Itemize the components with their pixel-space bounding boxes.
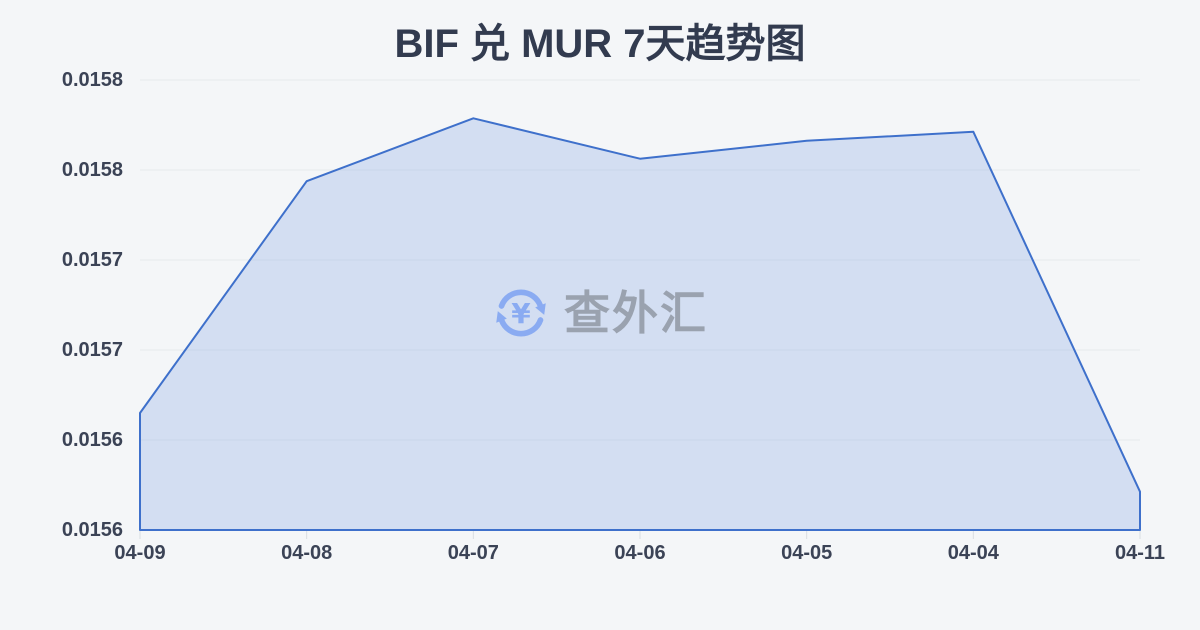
x-axis-label: 04-06 [614, 542, 666, 564]
page-title: BIF 兑 MUR 7天趋势图 [394, 22, 806, 66]
y-axis-label: 0.0158 [61, 159, 123, 181]
x-axis-label: 04-04 [947, 542, 999, 564]
y-axis-label: 0.0158 [61, 69, 123, 91]
y-axis-label: 0.0157 [61, 249, 123, 271]
y-axis-label: 0.0156 [61, 519, 123, 541]
x-axis-label: 04-05 [781, 542, 833, 564]
y-axis-label: 0.0156 [61, 429, 123, 451]
x-axis-label: 04-08 [281, 542, 333, 564]
x-axis-label: 04-07 [447, 542, 499, 564]
x-axis-label: 04-09 [114, 542, 166, 564]
y-axis-label: 0.0157 [61, 339, 123, 361]
x-axis-label: 04-11 [1114, 542, 1166, 564]
area-series [139, 117, 1141, 531]
